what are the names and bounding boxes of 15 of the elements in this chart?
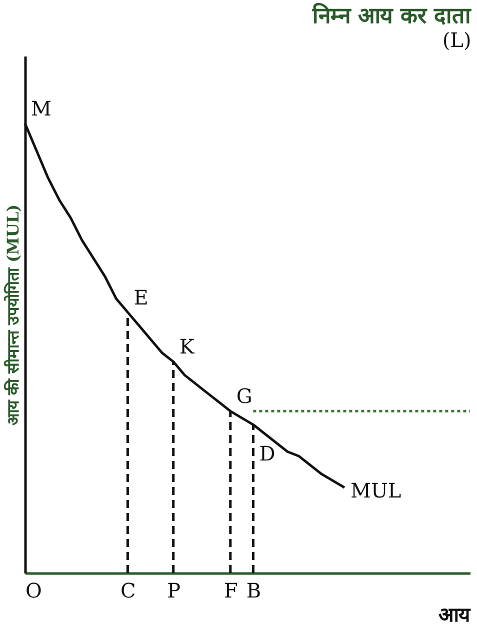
- annotation: M: [31, 96, 52, 120]
- x-tick-label: F: [224, 578, 238, 602]
- x-tick-label: O: [26, 578, 42, 602]
- y-axis-title: आय की सीमान्त उपयोगिता (MUL): [4, 204, 22, 426]
- annotation: E: [134, 285, 148, 310]
- annotation: D: [259, 442, 276, 466]
- chart-subtitle: (L): [442, 28, 472, 52]
- series-label: MUL: [350, 478, 402, 503]
- annotation: K: [179, 334, 196, 359]
- x-axis-title: आय: [438, 602, 472, 626]
- chart-title: निम्न आय कर दाता: [311, 2, 472, 29]
- x-tick-label: B: [246, 578, 262, 602]
- x-tick-label: P: [167, 578, 181, 602]
- annotation: G: [236, 384, 252, 408]
- x-tick-label: C: [120, 578, 136, 602]
